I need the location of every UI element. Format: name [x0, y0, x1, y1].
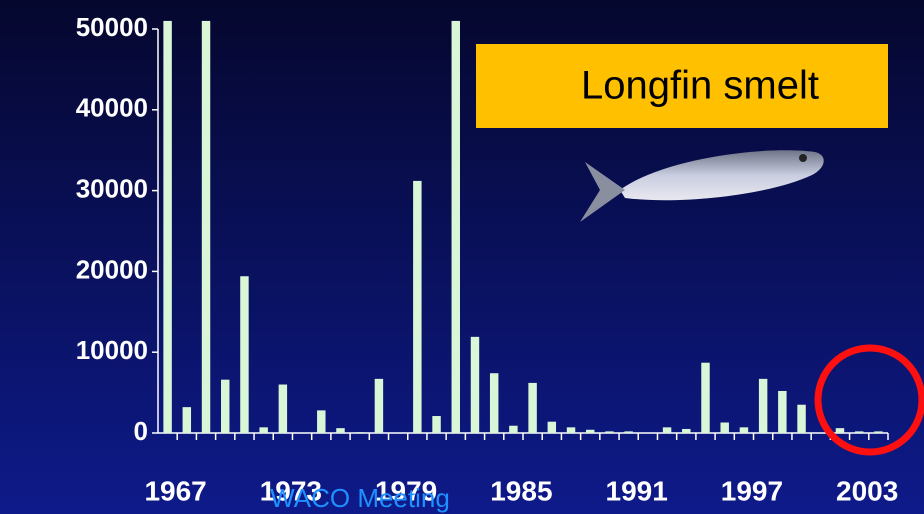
- bar: [874, 431, 883, 433]
- bar: [278, 384, 288, 433]
- bar: [489, 373, 499, 433]
- annotation-box: [476, 44, 888, 128]
- x-tick-label: 1973: [260, 475, 322, 506]
- bar: [317, 410, 326, 433]
- bar: [470, 336, 480, 433]
- x-tick-label: 2003: [836, 475, 898, 506]
- bar: [432, 416, 441, 433]
- bar: [221, 379, 230, 433]
- bar: [182, 407, 192, 433]
- bar: [797, 404, 806, 433]
- bar: [701, 362, 710, 433]
- bar: [835, 428, 845, 433]
- x-tick-label: 1991: [606, 475, 668, 506]
- bar: [201, 20, 211, 433]
- y-tick-label: 40000: [76, 93, 148, 123]
- y-tick-label: 30000: [76, 173, 148, 203]
- bar: [509, 425, 518, 433]
- bar: [528, 382, 537, 433]
- bar: [739, 427, 749, 433]
- bar: [682, 428, 691, 433]
- bar: [163, 20, 172, 433]
- bar: [355, 432, 364, 433]
- bar: [854, 431, 864, 433]
- fish-illustration: [580, 150, 824, 222]
- bar: [605, 431, 614, 433]
- x-tick-label: 1979: [375, 475, 437, 506]
- plot-area: 0 10000 20000 30000 40000 50000 1967 1973 1979 19…: [76, 12, 899, 507]
- bar: [451, 20, 460, 433]
- bar: [259, 427, 268, 433]
- x-tick-label: 1967: [144, 475, 206, 506]
- bar: [720, 422, 729, 433]
- bar: [374, 378, 384, 433]
- bar: [336, 428, 345, 433]
- x-tick-label: 1997: [721, 475, 783, 506]
- bar: [778, 390, 787, 433]
- bar: [566, 427, 576, 433]
- bar: [586, 429, 595, 433]
- bar: [547, 421, 557, 433]
- y-tick-label: 50000: [76, 12, 148, 42]
- bar: [413, 180, 422, 433]
- highlight-circle: [814, 344, 924, 456]
- y-tick-label: 20000: [76, 254, 148, 284]
- bar: [758, 378, 768, 433]
- annotation: Longfin smelt: [581, 64, 819, 108]
- bar: [624, 431, 633, 433]
- bar: [662, 427, 672, 433]
- x-tick-label: 1985: [490, 475, 552, 506]
- y-tick-label: 0: [134, 416, 148, 446]
- y-tick-label: 10000: [76, 335, 148, 365]
- footer: WACO Meeting: [270, 483, 450, 513]
- bar: [240, 276, 249, 433]
